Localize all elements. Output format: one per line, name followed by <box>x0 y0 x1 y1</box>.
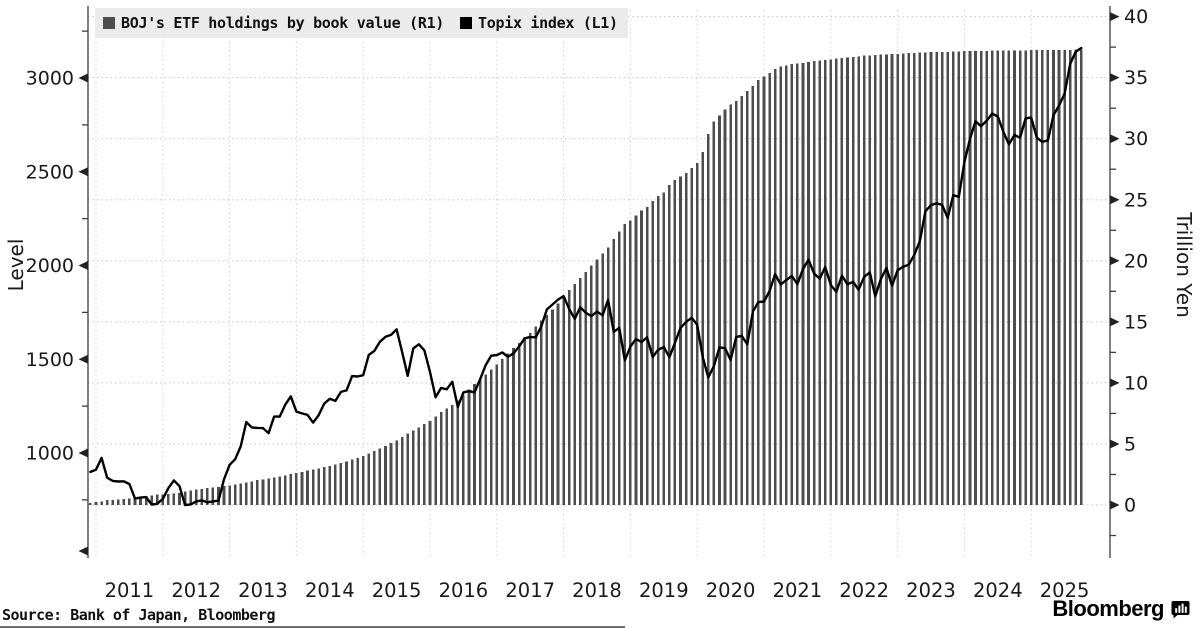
left-axis-tick-label: 2000 <box>26 255 74 277</box>
etf-series-swatch-icon <box>103 17 115 29</box>
bloomberg-brand: Bloomberg <box>1052 596 1190 622</box>
x-axis-year-label: 2016 <box>439 579 489 602</box>
left-axis-ticks: 3000 2500 2000 1500 1000 <box>26 30 88 556</box>
right-axis-tick-label: 5 <box>1124 433 1136 455</box>
legend-item-etf-holdings: BOJ's ETF holdings by book value (R1) <box>103 14 444 32</box>
x-axis-year-label: 2012 <box>171 579 221 602</box>
topix-line <box>89 46 1083 507</box>
left-axis-tick-label: 2500 <box>26 161 74 183</box>
right-axis-tick-label: 35 <box>1124 67 1148 89</box>
etf-holdings-bars <box>89 49 1083 505</box>
chart-legend: BOJ's ETF holdings by book value (R1) To… <box>95 8 628 38</box>
left-axis-tick-label: 1000 <box>26 443 74 465</box>
x-axis-year-label: 2022 <box>839 579 889 602</box>
x-axis-year-label: 2025 <box>1040 579 1090 602</box>
x-axis-year-label: 2013 <box>238 579 288 602</box>
left-axis-tick-label: 3000 <box>26 68 74 90</box>
axes <box>87 6 1111 558</box>
bottom-crop-rule <box>0 626 625 628</box>
right-axis-ticks: 40 35 30 25 20 15 10 5 0 <box>1110 6 1148 537</box>
topix-series-swatch-icon <box>460 17 473 29</box>
left-axis-title: Level <box>4 238 28 292</box>
x-axis-year-label: 2017 <box>505 579 555 602</box>
right-axis-tick-label: 25 <box>1124 189 1148 211</box>
bloomberg-logo-icon <box>1171 600 1190 618</box>
legend-item-topix: Topix index (L1) <box>460 14 618 32</box>
x-axis-year-label: 2015 <box>372 579 422 602</box>
x-axis-year-label: 2018 <box>572 579 622 602</box>
right-axis-tick-label: 15 <box>1124 311 1148 333</box>
source-note: Source: Bank of Japan, Bloomberg <box>2 606 275 624</box>
right-axis-tick-label: 20 <box>1124 250 1148 272</box>
right-axis-title: Trillion Yen <box>1172 212 1196 318</box>
x-axis-year-label: 2023 <box>906 579 956 602</box>
x-axis-year-label: 2024 <box>973 579 1023 602</box>
x-axis-year-label: 2020 <box>706 579 756 602</box>
bloomberg-wordmark: Bloomberg <box>1052 596 1164 621</box>
right-axis-tick-label: 10 <box>1124 372 1148 394</box>
x-axis-year-label: 2014 <box>305 579 355 602</box>
legend-label-topix: Topix index (L1) <box>478 14 618 32</box>
x-axis-year-label: 2021 <box>773 579 823 602</box>
x-axis-year-label: 2019 <box>639 579 689 602</box>
right-axis-tick-label: 30 <box>1124 128 1148 150</box>
legend-label-etf: BOJ's ETF holdings by book value (R1) <box>121 14 445 32</box>
right-axis-tick-label: 0 <box>1124 495 1136 517</box>
right-axis-tick-label: 40 <box>1124 6 1148 28</box>
left-axis-tick-label: 1500 <box>26 349 74 371</box>
gridlines <box>88 10 1110 556</box>
x-axis-year-label: 2011 <box>105 579 155 602</box>
x-axis-labels: 2011 2012 2013 2014 2015 2016 2017 2018 2019 2020… <box>105 579 1090 602</box>
left-axis-end-arrow-icon <box>78 546 88 556</box>
